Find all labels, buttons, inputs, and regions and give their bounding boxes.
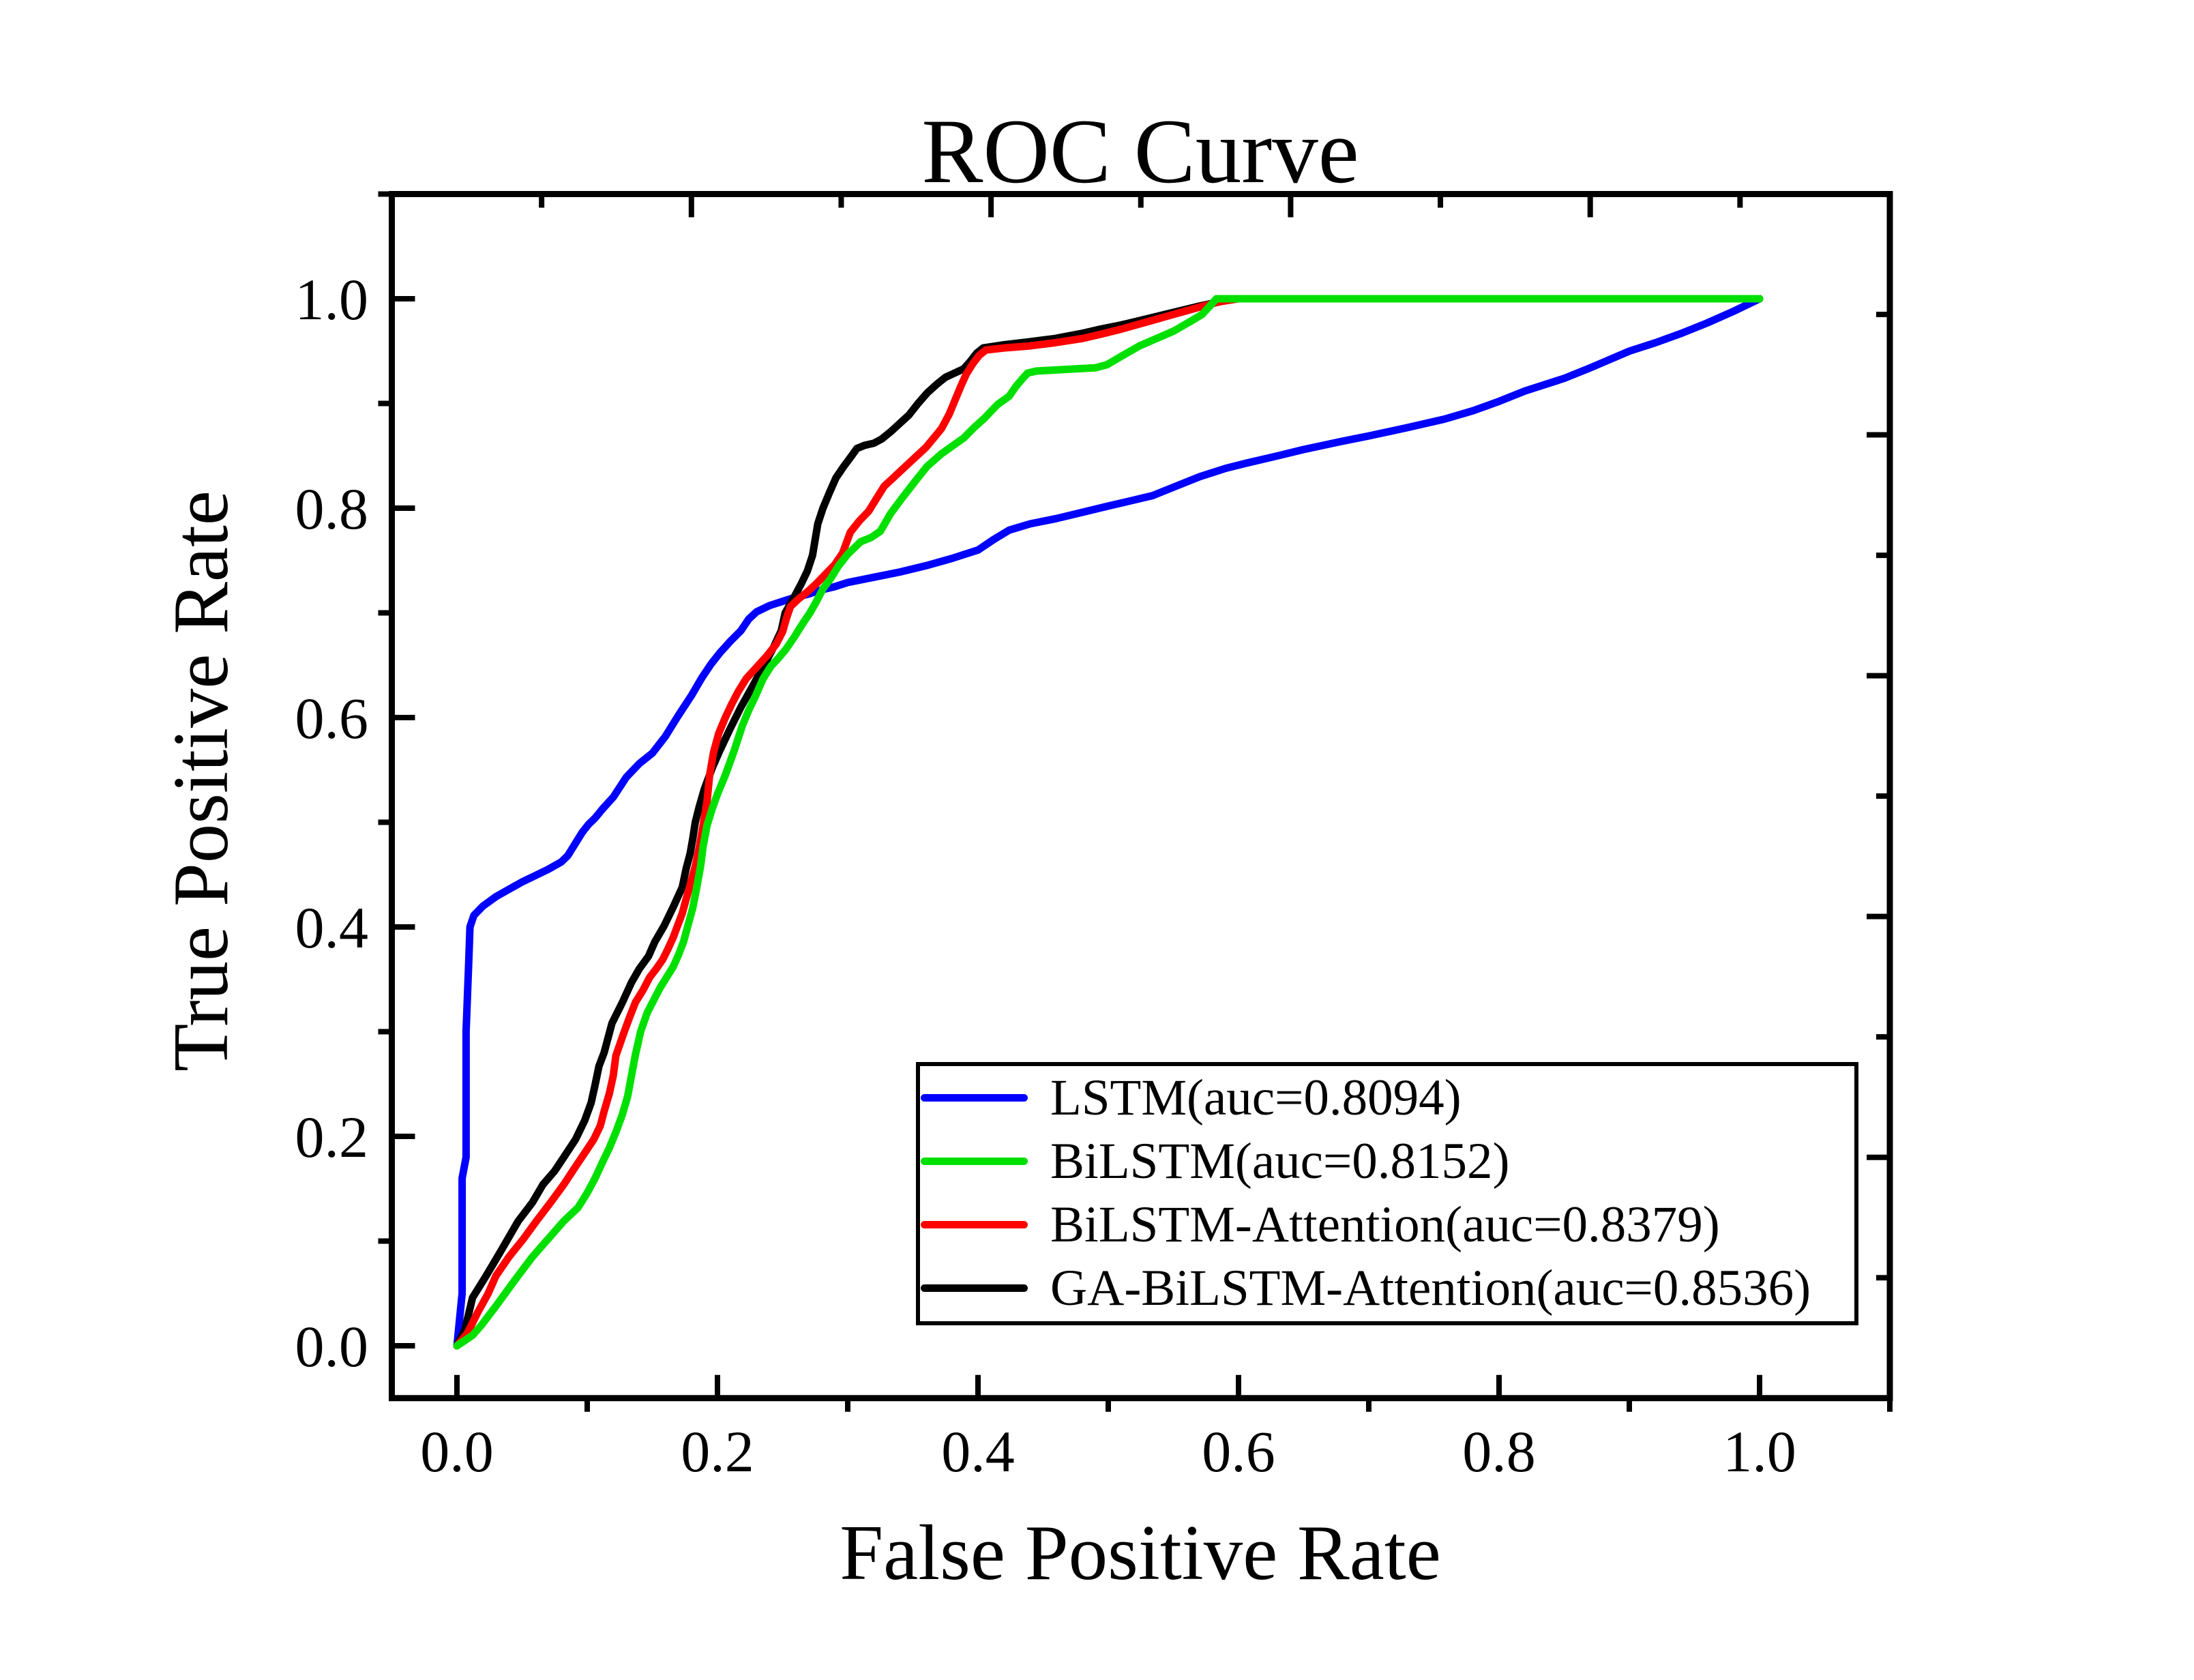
x-tick-label: 0.0 (420, 1419, 494, 1484)
y-tick-label: 0.2 (295, 1104, 369, 1170)
legend-label-bilstm-attention: BiLSTM-Attention(auc=0.8379) (1050, 1196, 1720, 1253)
curve-bilstm (453, 295, 1764, 1350)
legend-line-sample-ga-bilstm-attention (921, 1284, 1028, 1292)
legend-item-ga-bilstm-attention: GA-BiLSTM-Attention(auc=0.8536) (920, 1256, 1854, 1320)
legend-line-sample-lstm (921, 1094, 1028, 1102)
legend-item-bilstm-attention: BiLSTM-Attention(auc=0.8379) (920, 1193, 1854, 1256)
legend-label-ga-bilstm-attention: GA-BiLSTM-Attention(auc=0.8536) (1050, 1260, 1811, 1316)
y-tick-label: 0.4 (295, 895, 369, 960)
x-tick-label: 0.6 (1202, 1419, 1275, 1484)
y-tick-label: 0.8 (295, 476, 369, 542)
legend-item-bilstm: BiLSTM(auc=0.8152) (920, 1130, 1854, 1193)
chart-title: ROC Curve (921, 101, 1359, 203)
x-axis-title: False Positive Rate (840, 1509, 1441, 1596)
legend: LSTM(auc=0.8094) BiLSTM(auc=0.8152) BiLS… (916, 1062, 1858, 1325)
legend-item-lstm: LSTM(auc=0.8094) (920, 1066, 1854, 1130)
x-tick-label: 1.0 (1723, 1419, 1796, 1484)
x-tick-label: 0.2 (681, 1419, 754, 1484)
legend-label-lstm: LSTM(auc=0.8094) (1050, 1070, 1462, 1126)
y-tick-label: 0.6 (295, 686, 369, 751)
y-tick-label: 0.0 (295, 1314, 369, 1379)
x-tick-label: 0.4 (941, 1419, 1015, 1484)
y-axis-title: True Positive Rate (158, 490, 244, 1072)
curve-bilstm-attention (453, 295, 1764, 1350)
legend-label-bilstm: BiLSTM(auc=0.8152) (1050, 1133, 1510, 1190)
x-tick-label: 0.8 (1462, 1419, 1536, 1484)
legend-line-sample-bilstm-attention (921, 1221, 1028, 1228)
y-tick-label: 1.0 (295, 267, 369, 332)
legend-line-sample-bilstm (921, 1158, 1028, 1165)
